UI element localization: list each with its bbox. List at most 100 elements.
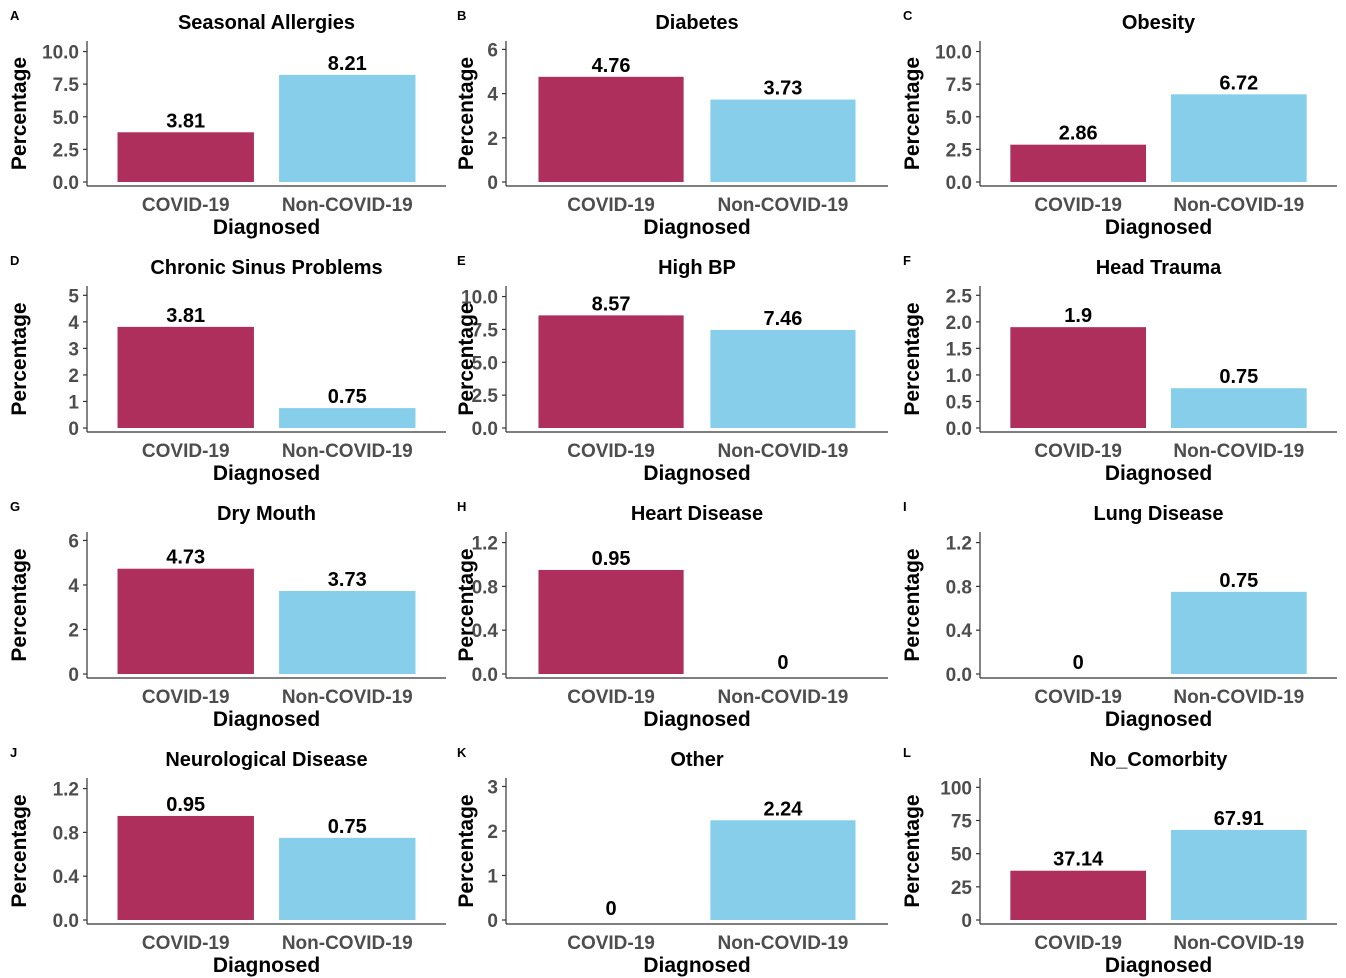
panel-d-x-tick-label: COVID-19 — [142, 441, 230, 462]
panel-a-y-title: Percentage — [8, 57, 31, 170]
panel-b-y-tick-label: 6 — [487, 40, 498, 61]
panel-i-y-tick-label: 0.8 — [946, 577, 972, 598]
panel-g-y-tick-label: 2 — [68, 620, 79, 641]
panel-k-y-tick-label: 0 — [487, 911, 498, 932]
panel-d-y-tick-label: 1 — [68, 392, 79, 413]
panel-c-x-title: Diagnosed — [1105, 216, 1212, 239]
panel-j-y-tick-label: 0.0 — [53, 911, 79, 932]
panel-h-bar-covid — [538, 569, 684, 674]
panel-i-value-label: 0 — [1073, 652, 1084, 674]
panel-l-value-label: 67.91 — [1214, 808, 1264, 830]
panel-f-y-tick-label: 1.0 — [946, 366, 972, 387]
panel-h-y-tick-label: 0.8 — [472, 577, 498, 598]
panel-c-y-tick-label: 7.5 — [946, 75, 973, 96]
panel-k-value-label: 2.24 — [763, 798, 803, 820]
panel-f-y-title: Percentage — [901, 302, 924, 415]
panel-h-y-tick-label: 1.2 — [472, 534, 498, 555]
panel-a-value-label: 3.81 — [166, 110, 205, 132]
panel-f-x-tick-label: Non-COVID-19 — [1173, 441, 1304, 462]
panel-l-y-title: Percentage — [901, 794, 924, 907]
panel-h-y-tick-label: 0.0 — [472, 665, 498, 686]
panel-g-y-tick-label: 6 — [68, 531, 79, 552]
panel-h-value-label: 0.95 — [592, 548, 631, 570]
panel-l-x-tick-label: Non-COVID-19 — [1173, 933, 1304, 954]
panel-b-value-label: 3.73 — [763, 78, 802, 100]
panel-h-value-label: 0 — [777, 652, 788, 674]
panel-d-bar-covid — [117, 326, 254, 428]
panel-a-bar-noncovid — [279, 74, 416, 182]
panel-j-y-title: Percentage — [8, 794, 31, 907]
panel-i-y-tick-label: 0.4 — [946, 621, 973, 642]
panel-a-y-tick-label: 2.5 — [53, 140, 80, 161]
panel-k-y-title: Percentage — [455, 794, 478, 907]
panel-j-bar-covid — [117, 815, 254, 920]
panel-l-letter: L — [903, 745, 911, 760]
panel-k-letter: K — [457, 745, 467, 760]
panel-k-value-label: 0 — [605, 898, 616, 920]
panel-h-x-tick-label: COVID-19 — [567, 687, 655, 708]
panel-k-y-tick-label: 2 — [487, 822, 498, 843]
panel-j-y-tick-label: 0.4 — [53, 867, 80, 888]
panel-i-letter: I — [903, 499, 907, 514]
panel-a-value-label: 8.21 — [328, 53, 367, 75]
panel-i-y-title: Percentage — [901, 548, 924, 661]
panel-e-bar-noncovid — [710, 329, 856, 428]
panel-c-x-tick-label: Non-COVID-19 — [1173, 195, 1304, 216]
panel-f-value-label: 1.9 — [1064, 305, 1092, 327]
panel-c-bar-covid — [1010, 144, 1147, 182]
panel-c-y-tick-label: 5.0 — [946, 108, 972, 129]
panel-l-y-tick-label: 0 — [961, 911, 972, 932]
panel-l-x-tick-label: COVID-19 — [1034, 933, 1122, 954]
panel-l-title: No_Comorbity — [1090, 749, 1229, 771]
panel-g-x-tick-label: Non-COVID-19 — [282, 687, 413, 708]
panel-i-title: Lung Disease — [1093, 503, 1223, 525]
panel-f-y-tick-label: 2.5 — [946, 286, 973, 307]
panel-l-y-tick-label: 100 — [940, 778, 972, 799]
panel-i-value-label: 0.75 — [1219, 570, 1258, 592]
panel-c-value-label: 6.72 — [1219, 72, 1258, 94]
panel-d-y-tick-label: 4 — [68, 313, 79, 334]
panel-d-x-tick-label: Non-COVID-19 — [282, 441, 413, 462]
panel-e-y-tick-label: 2.5 — [472, 386, 499, 407]
panel-i-y-tick-label: 1.2 — [946, 534, 972, 555]
panel-i-y-tick-label: 0.0 — [946, 665, 972, 686]
panel-a-title: Seasonal Allergies — [178, 12, 355, 34]
panel-l-bar-covid — [1010, 870, 1147, 920]
panel-g-value-label: 3.73 — [328, 569, 367, 591]
panel-f-value-label: 0.75 — [1219, 366, 1258, 388]
panel-g-y-title: Percentage — [8, 548, 31, 661]
panel-d-value-label: 3.81 — [166, 305, 205, 327]
panel-h-letter: H — [457, 499, 466, 514]
panel-f-x-title: Diagnosed — [1105, 462, 1212, 485]
panel-f-y-tick-label: 1.5 — [946, 339, 973, 360]
panel-b-value-label: 4.76 — [592, 55, 631, 77]
panel-i-x-title: Diagnosed — [1105, 708, 1212, 731]
panel-g-value-label: 4.73 — [166, 547, 205, 569]
panel-k-y-tick-label: 3 — [487, 777, 498, 798]
panel-k-y-tick-label: 1 — [487, 866, 498, 887]
panel-l-y-tick-label: 50 — [951, 845, 972, 866]
panel-k-x-title: Diagnosed — [643, 954, 750, 977]
panel-j-value-label: 0.75 — [328, 816, 367, 838]
panel-h-title: Heart Disease — [631, 503, 763, 525]
panel-b-bar-noncovid — [710, 99, 856, 182]
panel-c-title: Obesity — [1122, 12, 1196, 34]
panel-a-x-tick-label: Non-COVID-19 — [282, 195, 413, 216]
panel-h-y-tick-label: 0.4 — [472, 621, 499, 642]
panel-d-title: Chronic Sinus Problems — [150, 257, 382, 279]
panel-j-letter: J — [10, 745, 17, 760]
panel-k-bar-noncovid — [710, 820, 856, 920]
panel-e-bar-covid — [538, 315, 684, 428]
panel-f-y-tick-label: 0.0 — [946, 419, 972, 440]
panel-h-x-tick-label: Non-COVID-19 — [717, 687, 848, 708]
panel-b-y-title: Percentage — [455, 57, 478, 170]
panel-d-value-label: 0.75 — [328, 386, 367, 408]
panel-b-x-tick-label: COVID-19 — [567, 195, 655, 216]
panel-e-y-tick-label: 7.5 — [472, 320, 499, 341]
panel-g-y-tick-label: 4 — [68, 576, 79, 597]
panel-f-bar-covid — [1010, 327, 1147, 428]
panel-l-y-tick-label: 25 — [951, 878, 973, 899]
panel-j-x-tick-label: COVID-19 — [142, 933, 230, 954]
panel-i-x-tick-label: COVID-19 — [1034, 687, 1122, 708]
